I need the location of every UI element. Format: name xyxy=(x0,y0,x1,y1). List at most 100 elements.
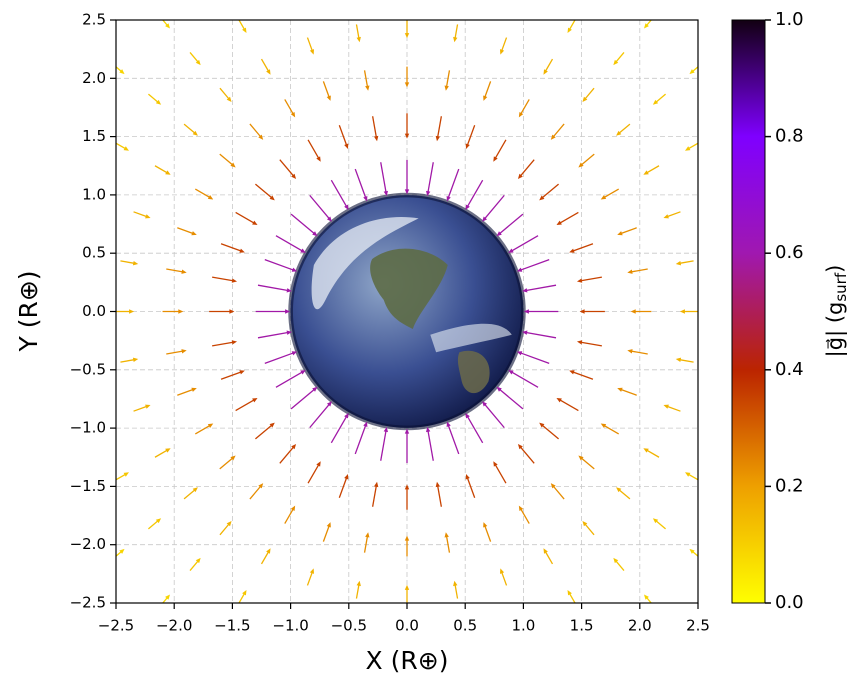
arrow-shaft xyxy=(215,635,221,645)
arrow-head xyxy=(569,370,575,375)
arrow xyxy=(340,675,344,689)
arrow-shaft xyxy=(147,93,159,103)
arrow-shaft xyxy=(177,388,194,396)
y-tick-label: 1.0 xyxy=(82,185,106,203)
arrow-head xyxy=(181,349,187,354)
arrow xyxy=(307,461,321,484)
arrow xyxy=(663,211,681,219)
arrow-head xyxy=(373,481,379,488)
arrow-head xyxy=(383,426,388,433)
arrow-head xyxy=(579,309,585,314)
arrow-shaft xyxy=(264,259,294,271)
arrow xyxy=(405,681,409,689)
arrow xyxy=(220,370,245,380)
arrow xyxy=(482,194,505,222)
x-tick-label: 0.0 xyxy=(395,617,419,635)
arrow-shaft xyxy=(437,116,443,138)
arrow-head xyxy=(493,461,498,467)
x-tick-label: 1.0 xyxy=(511,617,535,635)
arrow xyxy=(523,309,559,314)
arrow-head xyxy=(435,135,441,142)
arrow-head xyxy=(252,397,258,403)
arrow xyxy=(166,349,187,355)
arrow-shaft xyxy=(194,424,211,435)
arrow xyxy=(133,404,151,412)
colorbar-tick-label: 0.8 xyxy=(775,126,804,147)
arrow xyxy=(257,284,292,293)
y-tick-label: 2.5 xyxy=(82,11,106,29)
arrow xyxy=(260,548,271,565)
x-tick-label: −1.0 xyxy=(272,617,308,635)
arrow-head xyxy=(291,267,298,272)
arrow-head xyxy=(496,231,502,237)
colorbar-tick-label: 0.2 xyxy=(775,475,804,496)
arrow xyxy=(177,227,197,236)
arrow-shaft xyxy=(212,276,234,282)
arrow xyxy=(147,93,162,105)
arrow xyxy=(600,423,620,435)
arrow-shaft xyxy=(552,123,565,138)
arrow-head xyxy=(266,548,271,554)
arrow xyxy=(276,659,282,673)
arrow xyxy=(307,139,321,162)
arrow-head xyxy=(543,69,548,75)
arrow-shaft xyxy=(363,536,369,553)
arrow-head xyxy=(453,580,458,587)
arrow-head xyxy=(726,496,731,500)
arrow-shaft xyxy=(580,341,602,347)
arrow-head xyxy=(616,130,622,136)
arrow xyxy=(630,309,652,314)
arrow-head xyxy=(181,269,187,274)
arrow-shaft xyxy=(525,284,557,292)
arrow-shaft xyxy=(541,424,560,440)
colorbar-tick-label: 1.0 xyxy=(775,9,804,30)
y-tick-label: 2.0 xyxy=(82,69,106,87)
arrow-head xyxy=(776,309,781,313)
arrow-head xyxy=(405,681,409,686)
arrow-shaft xyxy=(254,183,273,199)
arrow-head xyxy=(679,309,685,314)
arrow-head xyxy=(230,162,236,168)
arrow-head xyxy=(516,4,520,9)
arrow-head xyxy=(239,248,245,253)
arrow-shaft xyxy=(525,331,557,339)
arrow-head xyxy=(191,231,197,236)
arrow xyxy=(404,113,410,139)
arrow-head xyxy=(723,366,728,370)
arrow xyxy=(29,374,44,378)
arrow-head xyxy=(675,260,682,266)
arrow-shaft xyxy=(183,123,196,134)
arrow-head xyxy=(226,520,232,527)
arrow-shaft xyxy=(235,399,255,412)
arrow-head xyxy=(165,594,171,600)
arrow-head xyxy=(582,520,588,527)
arrow xyxy=(616,123,631,136)
arrow xyxy=(219,87,232,103)
arrow-head xyxy=(600,195,607,200)
arrow-shaft xyxy=(257,284,289,292)
arrow-head xyxy=(269,195,275,201)
arrow-head xyxy=(630,309,636,314)
arrow xyxy=(46,180,60,186)
arrow xyxy=(556,211,579,226)
arrow xyxy=(600,188,620,200)
arrow xyxy=(194,423,214,435)
arrow-shaft xyxy=(284,99,294,115)
arrow-head xyxy=(344,204,349,211)
arrow xyxy=(264,259,298,272)
arrow-head xyxy=(689,548,695,554)
arrow xyxy=(330,179,349,211)
arrow xyxy=(162,309,184,314)
colorbar-label-end: ) xyxy=(823,265,847,273)
arrow xyxy=(482,401,505,429)
arrow xyxy=(483,81,492,101)
arrow-shaft xyxy=(309,403,330,429)
arrow-shaft xyxy=(154,165,168,174)
arrow-head xyxy=(291,351,298,356)
arrow-shaft xyxy=(194,188,211,199)
arrow-head xyxy=(493,156,498,162)
y-tick-label: −1.5 xyxy=(70,477,106,495)
arrow xyxy=(643,448,660,458)
arrow-shaft xyxy=(534,662,538,673)
